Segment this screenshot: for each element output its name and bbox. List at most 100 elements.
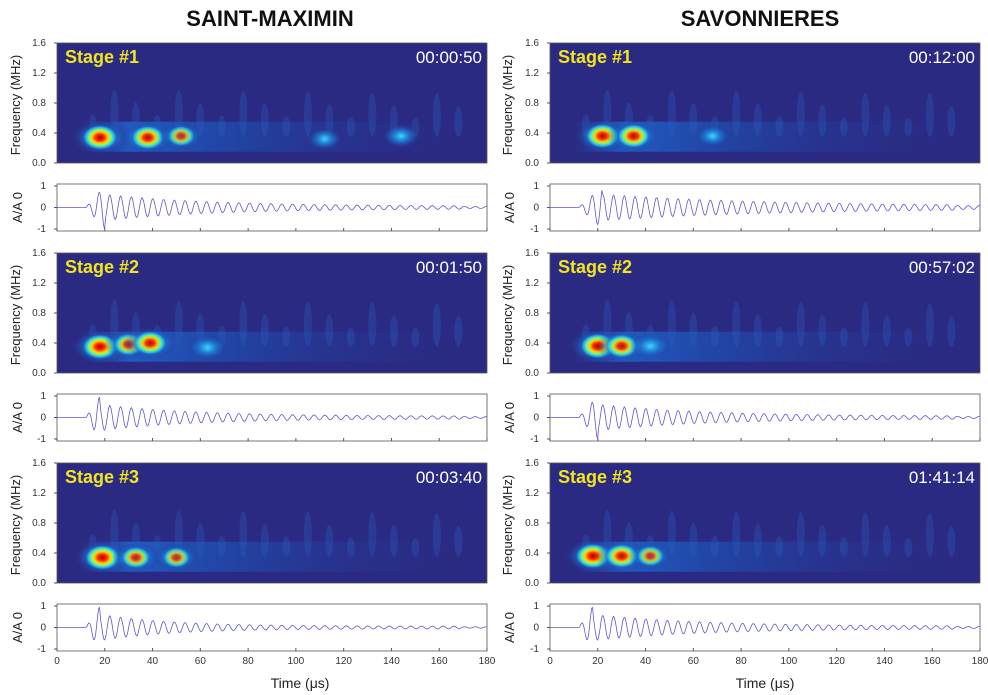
waveform-frame: [549, 393, 981, 442]
wave-y-tick-label: -1: [37, 434, 46, 445]
y-tick-label: 0.0: [525, 578, 539, 589]
spectral-streak: [753, 523, 762, 557]
stage-label: Stage #2: [65, 257, 139, 277]
spectral-streak: [239, 91, 248, 137]
spectral-streak: [432, 303, 441, 347]
spectral-streak: [882, 105, 891, 137]
amplitude-axis-label: A/A 0: [10, 612, 25, 643]
energy-blob-1: [605, 333, 639, 359]
waveform-frame: [56, 603, 488, 652]
y-tick-label: 0.0: [525, 158, 539, 169]
spectral-streak: [282, 326, 291, 347]
amplitude-axis-label: A/A 0: [10, 192, 25, 223]
spectral-streak: [454, 106, 463, 137]
spectral-streak: [904, 538, 913, 557]
spectral-streak: [303, 91, 312, 137]
stage-label: Stage #1: [65, 47, 139, 67]
x-tick-label: 40: [640, 656, 652, 667]
wave-y-tick-label: 1: [40, 181, 46, 192]
spectral-streak: [925, 303, 934, 347]
wave-y-tick-label: 1: [533, 391, 539, 402]
amplitude-axis-label: A/A 0: [502, 612, 517, 643]
frequency-axis-label: Frequency (MHz): [8, 55, 23, 155]
spectrogram-1-1: [568, 299, 980, 363]
spectral-streak: [818, 314, 827, 347]
spectral-streak: [411, 538, 420, 557]
spectrogram-1-2: [564, 509, 980, 573]
elapsed-time-label: 00:57:02: [909, 258, 975, 277]
wave-y-tick-label: 1: [533, 181, 539, 192]
spectral-streak: [775, 326, 784, 347]
spectral-streak: [260, 313, 269, 347]
spectral-streak: [861, 302, 870, 347]
energy-blob-1: [616, 123, 651, 149]
spectral-streak: [796, 301, 805, 347]
y-tick-label: 0.0: [32, 158, 46, 169]
spectral-streak: [368, 512, 377, 557]
spectral-streak: [904, 118, 913, 137]
spectrogram-0-1: [71, 299, 487, 364]
y-tick-label: 0.8: [32, 98, 46, 109]
spectral-streak: [282, 116, 291, 137]
y-tick-label: 0.4: [32, 548, 46, 559]
y-tick-label: 1.6: [32, 248, 46, 259]
y-tick-label: 0.4: [525, 338, 539, 349]
spectral-streak: [346, 327, 355, 347]
spectral-streak: [861, 512, 870, 557]
y-tick-label: 0.8: [32, 518, 46, 529]
spectrogram-1-0: [573, 89, 980, 153]
spectral-streak: [217, 535, 226, 557]
spectrogram-0-0: [71, 89, 487, 155]
y-tick-label: 0.0: [525, 368, 539, 379]
y-tick-label: 0.8: [525, 518, 539, 529]
x-tick-label: 80: [243, 656, 255, 667]
x-tick-label: 40: [147, 656, 159, 667]
x-tick-label: 100: [288, 656, 305, 667]
spectral-streak: [667, 90, 676, 137]
y-tick-label: 0.4: [525, 548, 539, 559]
wave-y-tick-label: -1: [530, 644, 539, 655]
elapsed-time-label: 00:12:00: [909, 48, 975, 67]
elapsed-time-label: 00:03:40: [416, 468, 482, 487]
x-tick-label: 160: [924, 656, 941, 667]
energy-blob-3: [313, 130, 336, 148]
spectral-streak: [839, 117, 848, 137]
y-tick-label: 1.2: [32, 488, 46, 499]
y-tick-label: 1.2: [32, 68, 46, 79]
x-tick-label: 20: [99, 656, 111, 667]
y-tick-label: 0.8: [525, 308, 539, 319]
spectral-streak: [368, 92, 377, 137]
spectral-streak: [282, 536, 291, 557]
elapsed-time-label: 00:00:50: [416, 48, 482, 67]
spectral-streak: [239, 301, 248, 347]
stage-label: Stage #2: [558, 257, 632, 277]
spectral-streak: [947, 106, 956, 137]
spectral-streak: [882, 315, 891, 347]
y-tick-label: 0.0: [32, 578, 46, 589]
frequency-axis-label: Frequency (MHz): [500, 265, 515, 365]
wave-y-tick-label: 0: [40, 203, 46, 214]
spectral-streak: [389, 525, 398, 557]
x-tick-label: 0: [54, 656, 60, 667]
x-tick-label: 120: [828, 656, 845, 667]
spectral-streak: [346, 537, 355, 557]
x-axis-label-left: Time (μs): [271, 675, 330, 691]
energy-blob-2: [637, 336, 664, 356]
y-tick-label: 1.6: [525, 38, 539, 49]
x-tick-label: 180: [972, 656, 988, 667]
spectral-streak: [904, 328, 913, 347]
spectral-streak: [689, 103, 698, 137]
energy-blob-3: [195, 337, 220, 358]
x-tick-label: 60: [688, 656, 700, 667]
y-tick-label: 0.0: [32, 368, 46, 379]
x-tick-label: 180: [479, 656, 496, 667]
y-tick-label: 1.2: [525, 68, 539, 79]
energy-blob-1: [120, 546, 151, 569]
spectral-streak: [368, 302, 377, 347]
stage-label: Stage #3: [65, 467, 139, 487]
waveform-frame: [56, 183, 488, 232]
spectral-streak: [260, 103, 269, 137]
waveform-frame: [56, 393, 488, 442]
waveform-trace: [57, 606, 487, 641]
